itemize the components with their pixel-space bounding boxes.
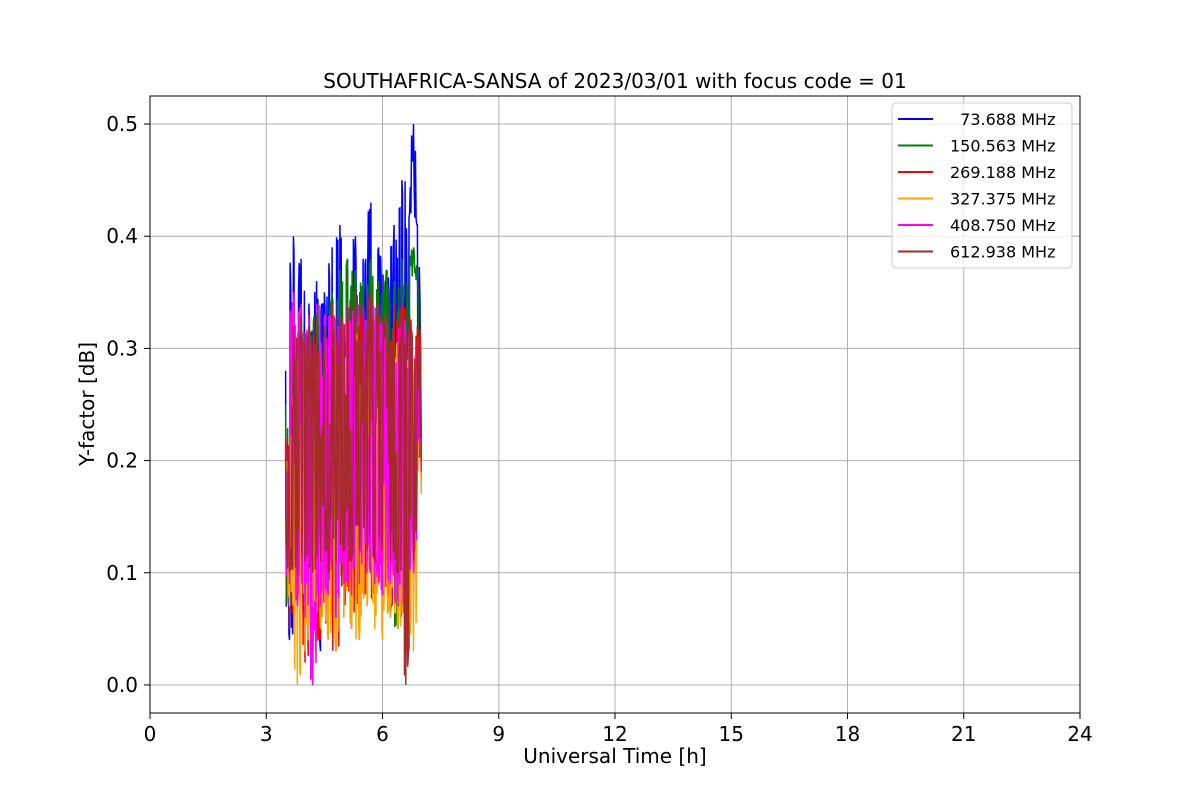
legend-label: 408.750 MHz bbox=[950, 216, 1055, 235]
x-tick-label: 24 bbox=[1067, 722, 1092, 746]
x-tick-label: 15 bbox=[719, 722, 744, 746]
x-tick-label: 0 bbox=[144, 722, 157, 746]
legend-label: 327.375 MHz bbox=[950, 190, 1055, 209]
x-axis: 0 3 6 9 12 15 18 21 24 bbox=[144, 713, 1093, 746]
legend-label: 150.563 MHz bbox=[950, 137, 1055, 156]
y-tick-label: 0.5 bbox=[106, 112, 138, 136]
legend-label: 612.938 MHz bbox=[950, 243, 1055, 262]
x-tick-label: 3 bbox=[260, 722, 273, 746]
legend-label: 269.188 MHz bbox=[950, 163, 1055, 182]
y-tick-label: 0.0 bbox=[106, 673, 138, 697]
y-axis-label: Y-factor [dB] bbox=[75, 342, 99, 467]
y-tick-label: 0.1 bbox=[106, 561, 138, 585]
x-axis-label: Universal Time [h] bbox=[523, 744, 706, 768]
y-tick-label: 0.3 bbox=[106, 336, 138, 360]
legend-box bbox=[891, 102, 1073, 269]
x-tick-label: 18 bbox=[835, 722, 860, 746]
x-tick-label: 21 bbox=[951, 722, 976, 746]
series-line-6 bbox=[284, 292, 423, 686]
legend: 73.688 MHz 150.563 MHz 269.188 MHz 327.375 … bbox=[891, 102, 1073, 269]
x-tick-label: 6 bbox=[376, 722, 389, 746]
y-axis: 0.0 0.1 0.2 0.3 0.4 0.5 bbox=[106, 112, 150, 697]
x-tick-label: 12 bbox=[602, 722, 627, 746]
series-lines bbox=[284, 123, 423, 686]
x-tick-label: 9 bbox=[492, 722, 505, 746]
legend-label: 73.688 MHz bbox=[950, 110, 1055, 129]
series-line-5 bbox=[284, 292, 423, 686]
y-tick-label: 0.4 bbox=[106, 224, 138, 248]
chart-title: SOUTHAFRICA-SANSA of 2023/03/01 with foc… bbox=[323, 69, 907, 93]
y-tick-label: 0.2 bbox=[106, 449, 138, 473]
